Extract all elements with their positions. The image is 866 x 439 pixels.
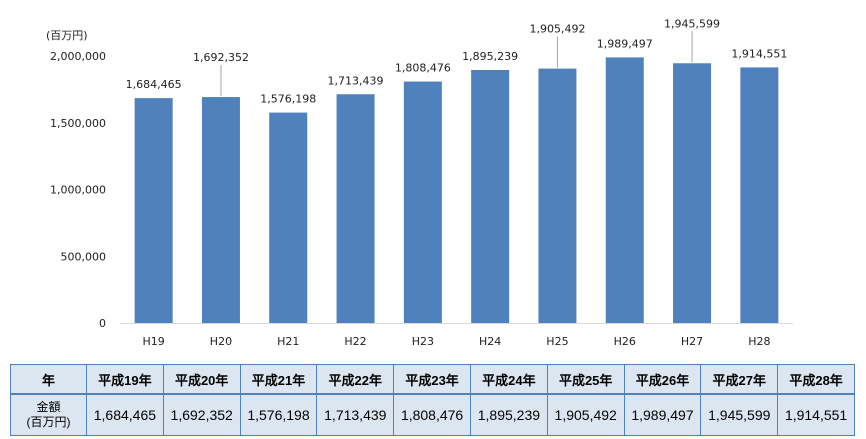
bar <box>201 97 240 323</box>
table-cell-amount: 1,713,439 <box>316 393 395 436</box>
table-cell-amount: 1,895,239 <box>469 393 548 436</box>
table-row-header-line2: (百万円) <box>26 415 71 429</box>
table-header-year-label: 年 <box>10 364 87 395</box>
data-label: 1,692,352 <box>193 51 249 64</box>
data-label: 1,808,476 <box>395 62 451 75</box>
bar <box>605 57 644 323</box>
bar <box>471 69 510 323</box>
y-axis-unit-label: (百万円) <box>46 29 88 42</box>
x-tick-label: H25 <box>546 335 568 348</box>
data-label: 1,914,551 <box>731 47 787 60</box>
bar <box>740 67 779 323</box>
bar <box>336 94 375 323</box>
x-tick-label: H26 <box>614 335 636 348</box>
data-label: 1,576,198 <box>260 93 316 106</box>
x-tick-label: H23 <box>412 335 434 348</box>
y-tick-label: 2,000,000 <box>50 50 106 63</box>
x-tick-label: H20 <box>210 335 232 348</box>
bar-chart: 0 500,000 1,000,000 1,500,000 2,000,000 H19 1,… <box>50 17 793 348</box>
table-row-header-amount: 金額 (百万円) <box>10 393 87 436</box>
table-cell-amount: 1,905,492 <box>546 393 625 436</box>
y-tick-label: 1,000,000 <box>50 184 106 197</box>
data-table: 年 平成19年 平成20年 平成21年 平成22年 平成23年 平成24年 平成25年 平成2… <box>10 364 855 436</box>
table-header-year: 平成28年 <box>777 364 855 395</box>
y-tick-label: 500,000 <box>61 250 107 263</box>
table-amount-row: 金額 (百万円) 1,684,465 1,692,352 1,576,198 1,71… <box>10 393 855 436</box>
table-cell-amount: 1,684,465 <box>86 393 164 436</box>
table-header-year: 平成20年 <box>162 364 241 395</box>
table-header-row: 年 平成19年 平成20年 平成21年 平成22年 平成23年 平成24年 平成25年 平成2… <box>10 364 855 395</box>
table-cell-amount: 1,989,497 <box>623 393 702 436</box>
table-cell-amount: 1,576,198 <box>239 393 318 436</box>
bar <box>269 112 308 323</box>
table-header-year: 平成21年 <box>239 364 318 395</box>
x-tick-label: H22 <box>344 335 366 348</box>
x-tick-label: H24 <box>479 335 501 348</box>
bar <box>538 68 577 323</box>
x-tick-label: H19 <box>143 335 165 348</box>
bar <box>134 98 173 323</box>
table-cell-amount: 1,692,352 <box>162 393 241 436</box>
data-label: 1,945,599 <box>664 17 720 30</box>
bar <box>673 63 712 323</box>
bar <box>403 81 442 323</box>
table-cell-amount: 1,914,551 <box>777 393 855 436</box>
table-header-year: 平成23年 <box>393 364 471 395</box>
x-tick-label: H21 <box>277 335 299 348</box>
table-header-year: 平成19年 <box>86 364 164 395</box>
y-tick-label: 0 <box>99 317 106 330</box>
table-cell-amount: 1,808,476 <box>393 393 471 436</box>
table-cell-amount: 1,945,599 <box>700 393 779 436</box>
data-label: 1,713,439 <box>328 74 384 87</box>
data-label: 1,684,465 <box>126 78 182 91</box>
y-tick-label: 1,500,000 <box>50 117 106 130</box>
x-tick-label: H27 <box>681 335 703 348</box>
table-header-year: 平成24年 <box>469 364 548 395</box>
table-row-header-line1: 金額 <box>36 400 61 414</box>
x-tick-label: H28 <box>748 335 770 348</box>
data-label: 1,989,497 <box>597 37 653 50</box>
data-label: 1,895,239 <box>462 50 518 63</box>
table-header-year: 平成27年 <box>700 364 779 395</box>
table-header-year: 平成25年 <box>546 364 625 395</box>
table-header-year: 平成22年 <box>316 364 395 395</box>
table-header-year: 平成26年 <box>623 364 702 395</box>
data-label: 1,905,492 <box>529 23 585 36</box>
